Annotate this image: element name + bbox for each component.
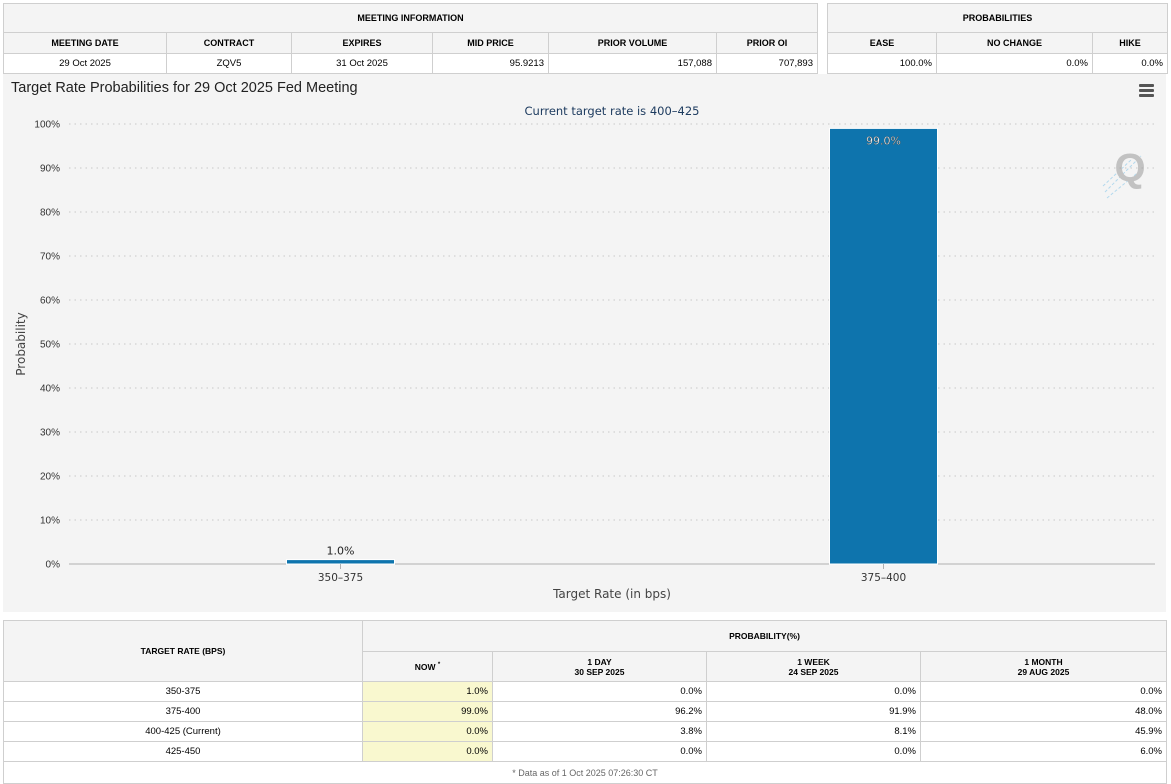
y-tick-label: 70% [40, 252, 60, 263]
day-cell: 0.0% [492, 741, 707, 762]
period-label: 1 WEEK [797, 656, 830, 667]
table-row: 350-375 1.0% 0.0% 0.0% 0.0% [3, 681, 1167, 702]
y-tick-label: 0% [46, 560, 61, 571]
y-axis-title: Probability [14, 312, 28, 375]
header-probability: PROBABILITY(%) [362, 620, 1167, 652]
y-tick-label: 20% [40, 472, 60, 483]
chart-menu-icon[interactable] [1139, 84, 1154, 97]
month-cell: 0.0% [920, 681, 1167, 702]
prior-volume-value: 157,088 [548, 53, 717, 74]
now-cell: 1.0% [362, 681, 493, 702]
period-date: 30 SEP 2025 [574, 666, 625, 677]
y-tick-label: 10% [40, 516, 60, 527]
y-tick-label: 80% [40, 208, 60, 219]
now-cell: 0.0% [362, 721, 493, 742]
data-label: 1.0% [327, 545, 355, 558]
col-contract: CONTRACT [166, 32, 292, 54]
probabilities-title: PROBABILITIES [827, 3, 1168, 33]
header-now-mark: * [437, 661, 441, 668]
probabilities-table: PROBABILITIES EASE NO CHANGE HIKE 100.0%… [827, 3, 1168, 74]
header-1-month: 1 MONTH 29 AUG 2025 [920, 651, 1167, 682]
hike-value: 0.0% [1092, 53, 1168, 74]
col-hike: HIKE [1092, 32, 1168, 54]
period-date: 24 SEP 2025 [788, 666, 839, 677]
chart-title: Target Rate Probabilities for 29 Oct 202… [11, 80, 358, 96]
header-1-day: 1 DAY 30 SEP 2025 [492, 651, 707, 682]
month-cell: 48.0% [920, 701, 1167, 722]
month-cell: 45.9% [920, 721, 1167, 742]
now-cell: 99.0% [362, 701, 493, 722]
y-tick-label: 50% [40, 340, 60, 351]
table-row: 375-400 99.0% 96.2% 91.9% 48.0% [3, 701, 1167, 722]
logo-letter: Q [1114, 146, 1145, 190]
probability-chart: 0% 10% 20% 30% 40% 50% 60% 70% 80% 90% 100% 350–375… [14, 104, 1155, 601]
week-cell: 8.1% [706, 721, 921, 742]
y-tick-label: 100% [34, 120, 60, 131]
rate-cell: 400-425 (Current) [3, 721, 363, 742]
x-axis-title: Target Rate (in bps) [552, 587, 671, 601]
table-row: 400-425 (Current) 0.0% 3.8% 8.1% 45.9% [3, 721, 1167, 742]
day-cell: 3.8% [492, 721, 707, 742]
day-cell: 0.0% [492, 681, 707, 702]
col-prior-volume: PRIOR VOLUME [548, 32, 717, 54]
col-mid-price: MID PRICE [432, 32, 549, 54]
y-tick-label: 40% [40, 384, 60, 395]
rate-cell: 375-400 [3, 701, 363, 722]
x-tick-label: 350–375 [318, 572, 363, 584]
x-tick-label: 375–400 [861, 572, 906, 584]
rate-cell: 350-375 [3, 681, 363, 702]
col-expires: EXPIRES [291, 32, 433, 54]
chart-subtitle: Current target rate is 400–425 [525, 104, 700, 118]
ease-value: 100.0% [827, 53, 937, 74]
header-target-rate: TARGET RATE (BPS) [3, 620, 363, 682]
no-change-value: 0.0% [936, 53, 1093, 74]
prior-oi-value: 707,893 [716, 53, 818, 74]
data-timestamp-note: * Data as of 1 Oct 2025 07:26:30 CT [3, 761, 1167, 784]
header-1-week: 1 WEEK 24 SEP 2025 [706, 651, 921, 682]
contract-value: ZQV5 [166, 53, 292, 74]
y-tick-label: 90% [40, 164, 60, 175]
month-cell: 6.0% [920, 741, 1167, 762]
week-cell: 91.9% [706, 701, 921, 722]
mid-price-value: 95.9213 [432, 53, 549, 74]
meeting-date-value: 29 Oct 2025 [3, 53, 167, 74]
meeting-info-title: MEETING INFORMATION [3, 3, 818, 33]
data-label: 99.0% [866, 134, 901, 147]
y-tick-label: 30% [40, 428, 60, 439]
bar [286, 559, 395, 565]
period-label: 1 DAY [587, 656, 612, 667]
period-date: 29 AUG 2025 [1017, 666, 1070, 677]
target-rate-table: TARGET RATE (BPS) PROBABILITY(%) NOW * 1… [3, 620, 1167, 784]
header-now-label: NOW [414, 661, 436, 672]
col-meeting-date: MEETING DATE [3, 32, 167, 54]
chart-panel: 0% 10% 20% 30% 40% 50% 60% 70% 80% 90% 100% 350–375… [3, 74, 1166, 612]
day-cell: 96.2% [492, 701, 707, 722]
rate-cell: 425-450 [3, 741, 363, 762]
y-tick-label: 60% [40, 296, 60, 307]
logo-watermark: Q [1102, 146, 1146, 199]
meeting-info-table: MEETING INFORMATION MEETING DATE CONTRAC… [3, 3, 818, 74]
table-row: 425-450 0.0% 0.0% 0.0% 6.0% [3, 741, 1167, 762]
expires-value: 31 Oct 2025 [291, 53, 433, 74]
week-cell: 0.0% [706, 741, 921, 762]
week-cell: 0.0% [706, 681, 921, 702]
bar [829, 127, 938, 565]
col-prior-oi: PRIOR OI [716, 32, 818, 54]
col-no-change: NO CHANGE [936, 32, 1093, 54]
col-ease: EASE [827, 32, 937, 54]
period-label: 1 MONTH [1024, 656, 1063, 667]
now-cell: 0.0% [362, 741, 493, 762]
header-now: NOW * [362, 651, 493, 682]
